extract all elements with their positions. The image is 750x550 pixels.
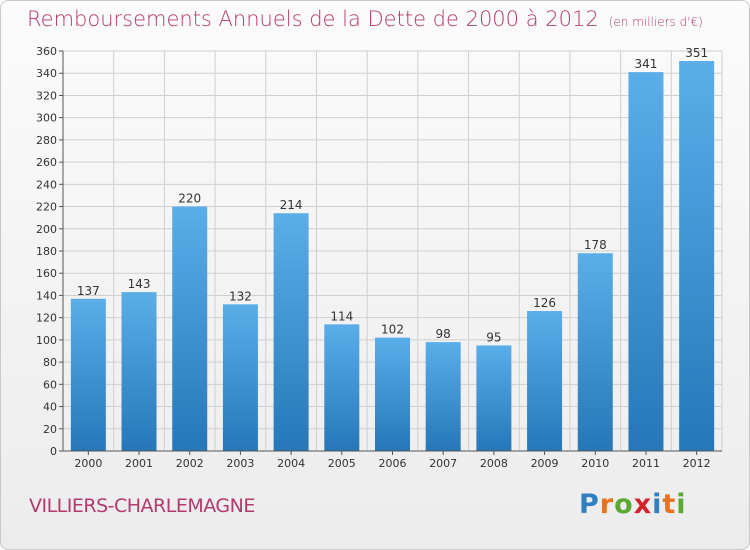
proxiti-logo: Proxiti — [579, 489, 687, 520]
bar-value-label: 351 — [685, 46, 708, 60]
bar-layer: 137 143 220 132 214 114 102 98 95 126 178 341 351 — [70, 46, 715, 451]
bar-value-label: 132 — [229, 289, 252, 303]
logo-letter: o — [614, 489, 634, 520]
bar — [273, 213, 309, 451]
y-tick-label: 220 — [36, 201, 57, 214]
y-tick-label: 40 — [43, 401, 57, 414]
logo-letter: P — [579, 489, 600, 520]
x-tick-label: 2000 — [74, 457, 102, 470]
y-tick-label: 360 — [36, 45, 57, 58]
y-tick-label: 300 — [36, 112, 57, 125]
x-tick-label: 2005 — [328, 457, 356, 470]
bar — [476, 345, 512, 451]
y-tick-label: 60 — [43, 378, 57, 391]
y-tick-label: 100 — [36, 334, 57, 347]
y-tick-label: 260 — [36, 156, 57, 169]
bar — [324, 324, 360, 451]
city-name: VILLIERS-CHARLEMAGNE — [29, 495, 255, 517]
bar-value-label: 178 — [584, 238, 607, 252]
logo-letter: i — [676, 489, 687, 520]
y-tick-label: 0 — [50, 445, 57, 458]
y-tick-label: 340 — [36, 67, 57, 80]
bar-value-label: 341 — [635, 57, 658, 71]
x-tick-label: 2002 — [176, 457, 204, 470]
y-tick-label: 180 — [36, 245, 57, 258]
x-tick-label: 2007 — [429, 457, 457, 470]
axis-layer: 0 20 40 60 80 100 120 140 160 180 200 220 240 260 280 3… — [36, 45, 722, 470]
bar-value-label: 102 — [381, 323, 404, 337]
bar-value-label: 98 — [436, 327, 451, 341]
bar-value-label: 126 — [533, 296, 556, 310]
x-tick-label: 2004 — [277, 457, 305, 470]
bar — [527, 311, 563, 451]
chart-title: Remboursements Annuels de la Dette de 20… — [27, 7, 703, 31]
logo-letter: i — [652, 489, 663, 520]
bar — [577, 253, 613, 451]
bar — [628, 72, 664, 451]
logo-letter: r — [599, 489, 615, 520]
chart-subtitle: (en milliers d'€) — [608, 15, 703, 29]
x-tick-label: 2009 — [531, 457, 559, 470]
y-tick-label: 140 — [36, 289, 57, 302]
y-tick-label: 280 — [36, 134, 57, 147]
bar-value-label: 143 — [128, 277, 151, 291]
x-tick-label: 2012 — [683, 457, 711, 470]
bar-value-label: 114 — [330, 309, 353, 323]
x-tick-label: 2010 — [581, 457, 609, 470]
y-tick-label: 240 — [36, 178, 57, 191]
y-tick-label: 120 — [36, 312, 57, 325]
bar-value-label: 95 — [486, 330, 501, 344]
logo-letter: x — [633, 489, 653, 520]
logo-letter: t — [662, 489, 677, 520]
bar — [222, 304, 258, 451]
bar-value-label: 214 — [280, 198, 303, 212]
y-tick-label: 20 — [43, 423, 57, 436]
bar — [70, 298, 106, 451]
bar — [679, 61, 715, 451]
x-tick-label: 2008 — [480, 457, 508, 470]
y-tick-label: 200 — [36, 223, 57, 236]
bar — [121, 292, 157, 451]
bar — [375, 337, 410, 451]
x-tick-label: 2006 — [379, 457, 407, 470]
x-tick-label: 2003 — [226, 457, 254, 470]
bar-value-label: 220 — [178, 192, 201, 206]
y-tick-label: 80 — [43, 356, 57, 369]
x-tick-label: 2011 — [632, 457, 660, 470]
bar-value-label: 137 — [77, 284, 100, 298]
bar — [172, 206, 208, 451]
y-tick-label: 160 — [36, 267, 57, 280]
bar — [425, 342, 461, 451]
title-text: Remboursements Annuels de la Dette de 20… — [27, 7, 599, 31]
x-tick-label: 2001 — [125, 457, 153, 470]
y-tick-label: 320 — [36, 89, 57, 102]
